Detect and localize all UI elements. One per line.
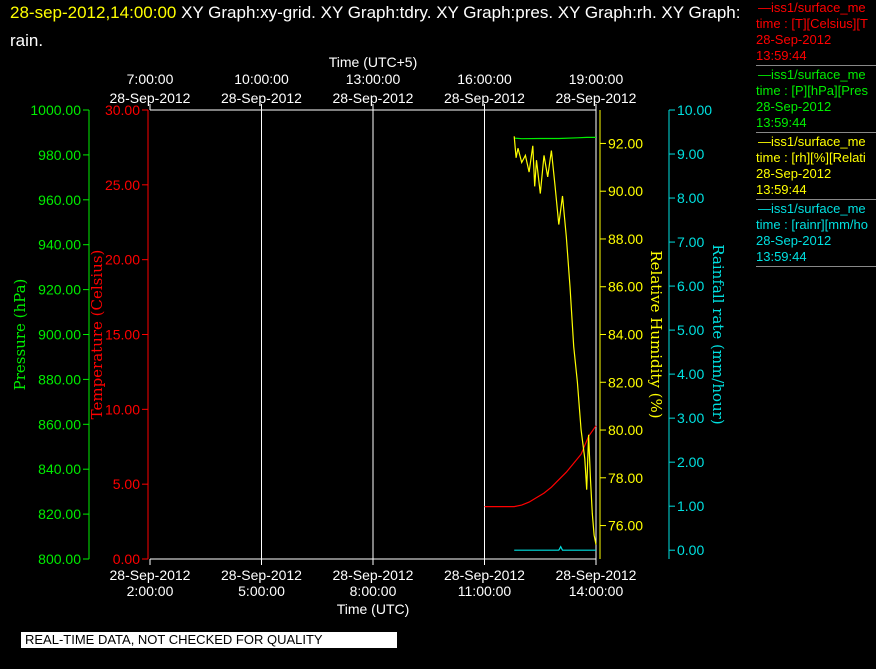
- x-tick-label-bottom-date: 28-Sep-2012: [221, 567, 302, 583]
- temperature-tick-label: 0.00: [113, 551, 140, 567]
- pressure-tick-label: 900.00: [38, 327, 81, 343]
- rain-tick-label: 3.00: [677, 410, 704, 426]
- series-line-temperature: [484, 425, 597, 508]
- rain-tick-label: 10.00: [677, 102, 712, 118]
- legend-line2: time : [rh][%][Relati: [756, 150, 866, 165]
- legend-date: 28-Sep-2012: [756, 166, 832, 181]
- rain-axis-label: Rainfall rate (mm/hour): [709, 244, 727, 424]
- x-tick-label-bottom-time: 14:00:00: [569, 583, 624, 599]
- legend-time: 13:59:44: [756, 115, 807, 130]
- rh-tick-label: 92.00: [608, 135, 643, 151]
- series-line-pressure: [514, 136, 596, 140]
- rh-tick-label: 78.00: [608, 470, 643, 486]
- pressure-tick-label: 860.00: [38, 416, 81, 432]
- temperature-tick-label: 15.00: [105, 327, 140, 343]
- pressure-tick-label: 880.00: [38, 371, 81, 387]
- x-tick-label-top-time: 19:00:00: [569, 71, 624, 87]
- x-tick-label-bottom-time: 2:00:00: [127, 583, 174, 599]
- legend-line2: time : [rainr][mm/ho: [756, 217, 868, 232]
- rain-tick-label: 6.00: [677, 278, 704, 294]
- temperature-tick-label: 25.00: [105, 177, 140, 193]
- legend-date: 28-Sep-2012: [756, 32, 832, 47]
- legend-time: 13:59:44: [756, 249, 807, 264]
- legend-line2: time : [T][Celsius][T: [756, 16, 868, 31]
- legend-line1: —iss1/surface_me: [758, 134, 866, 149]
- series-line-rain: [514, 545, 596, 551]
- legend-entry: —iss1/surface_me time : [rainr][mm/ho 28-S…: [756, 201, 876, 267]
- legend: —iss1/surface_me time : [T][Celsius][T 28-…: [756, 0, 876, 340]
- legend-entry: —iss1/surface_me time : [T][Celsius][T 28-…: [756, 0, 876, 66]
- rh-axis-label: Relative Humidity (%): [647, 250, 665, 418]
- legend-date: 28-Sep-2012: [756, 233, 832, 248]
- pressure-tick-label: 980.00: [38, 147, 81, 163]
- legend-entry: —iss1/surface_me time : [P][hPa][Pres 28-S…: [756, 67, 876, 133]
- x-tick-label-top-date: 28-Sep-2012: [444, 90, 525, 106]
- pressure-tick-label: 960.00: [38, 192, 81, 208]
- temperature-tick-label: 30.00: [105, 102, 140, 118]
- pressure-tick-label: 940.00: [38, 237, 81, 253]
- rain-tick-label: 0.00: [677, 542, 704, 558]
- x-tick-label-bottom-date: 28-Sep-2012: [110, 567, 191, 583]
- temperature-tick-label: 20.00: [105, 252, 140, 268]
- x-tick-label-top-time: 7:00:00: [127, 71, 174, 87]
- pressure-tick-label: 1000.00: [30, 102, 81, 118]
- x-tick-label-bottom-time: 8:00:00: [350, 583, 397, 599]
- rain-tick-label: 4.00: [677, 366, 704, 382]
- legend-line1: —iss1/surface_me: [758, 201, 866, 216]
- plot-area: 28-Sep-20122:00:007:00:0028-Sep-201228-S…: [11, 54, 727, 617]
- legend-line2: time : [P][hPa][Pres: [756, 83, 868, 98]
- rh-tick-label: 90.00: [608, 183, 643, 199]
- x-tick-label-top-date: 28-Sep-2012: [556, 90, 637, 106]
- pressure-tick-label: 840.00: [38, 461, 81, 477]
- pressure-tick-label: 800.00: [38, 551, 81, 567]
- rh-tick-label: 86.00: [608, 279, 643, 295]
- legend-time: 13:59:44: [756, 182, 807, 197]
- x-tick-label-bottom-time: 5:00:00: [238, 583, 285, 599]
- legend-line1: —iss1/surface_me: [758, 0, 866, 15]
- x-tick-label-top-date: 28-Sep-2012: [110, 90, 191, 106]
- legend-line1: —iss1/surface_me: [758, 67, 866, 82]
- x-tick-label-top-time: 10:00:00: [234, 71, 289, 87]
- header-line2: rain.: [10, 31, 43, 50]
- rain-tick-label: 5.00: [677, 322, 704, 338]
- qc-notice: REAL-TIME DATA, NOT CHECKED FOR QUALITY: [21, 632, 397, 648]
- rain-tick-label: 7.00: [677, 234, 704, 250]
- x-tick-label-bottom-date: 28-Sep-2012: [444, 567, 525, 583]
- series-line-rh: [513, 136, 597, 545]
- temperature-tick-label: 10.00: [105, 401, 140, 417]
- x-tick-label-top-date: 28-Sep-2012: [333, 90, 414, 106]
- x-tick-label-bottom-time: 11:00:00: [458, 583, 512, 599]
- x-axis-label-bottom: Time (UTC): [337, 601, 410, 617]
- pressure-tick-label: 820.00: [38, 506, 81, 522]
- x-tick-label-top-time: 16:00:00: [457, 71, 512, 87]
- x-axis-label-top: Time (UTC+5): [329, 54, 418, 70]
- legend-date: 28-Sep-2012: [756, 99, 832, 114]
- x-tick-label-top-date: 28-Sep-2012: [221, 90, 302, 106]
- rh-tick-label: 76.00: [608, 518, 643, 534]
- rh-tick-label: 84.00: [608, 327, 643, 343]
- rain-tick-label: 2.00: [677, 454, 704, 470]
- x-tick-label-bottom-date: 28-Sep-2012: [556, 567, 637, 583]
- legend-time: 13:59:44: [756, 48, 807, 63]
- header-line1: 28-sep-2012,14:00:00 XY Graph:xy-grid. X…: [10, 3, 740, 22]
- header-graph-list: XY Graph:xy-grid. XY Graph:tdry. XY Grap…: [176, 3, 740, 22]
- rh-tick-label: 88.00: [608, 231, 643, 247]
- pressure-tick-label: 920.00: [38, 282, 81, 298]
- temperature-tick-label: 5.00: [113, 476, 140, 492]
- rain-tick-label: 9.00: [677, 146, 704, 162]
- legend-entry: —iss1/surface_me time : [rh][%][Relati 28-…: [756, 134, 876, 200]
- rh-tick-label: 80.00: [608, 422, 643, 438]
- rain-tick-label: 8.00: [677, 190, 704, 206]
- header-timestamp: 28-sep-2012,14:00:00: [10, 3, 176, 22]
- rain-tick-label: 1.00: [677, 498, 704, 514]
- pressure-axis-label: Pressure (hPa): [11, 279, 29, 391]
- header: 28-sep-2012,14:00:00 XY Graph:xy-grid. X…: [10, 3, 740, 50]
- temperature-axis-label: Temperature (Celsius): [88, 250, 106, 420]
- x-tick-label-bottom-date: 28-Sep-2012: [333, 567, 414, 583]
- rh-tick-label: 82.00: [608, 374, 643, 390]
- x-tick-label-top-time: 13:00:00: [346, 71, 401, 87]
